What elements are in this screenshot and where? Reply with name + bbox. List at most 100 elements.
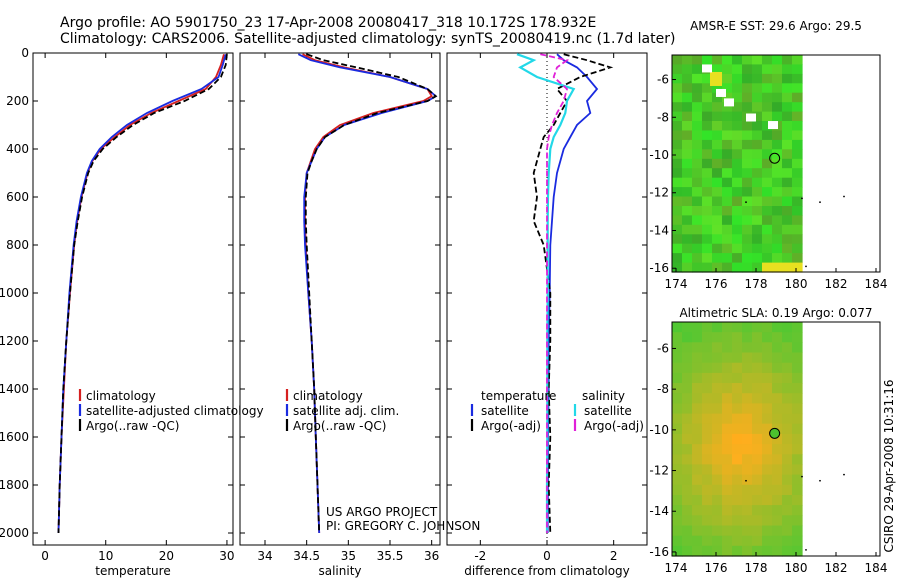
x-tick-label: 36 [424, 549, 439, 563]
heatmap-cell [722, 393, 733, 404]
heatmap-cell [732, 111, 743, 122]
y-tick-label: -6 [657, 341, 669, 355]
float-location-marker [769, 152, 781, 164]
heatmap-cell [692, 158, 703, 169]
heatmap-cell [742, 352, 753, 364]
heatmap-cell [722, 352, 733, 364]
heatmap-cell [762, 464, 773, 476]
series-line-argo--adj- [540, 53, 570, 533]
heatmap-cell [672, 55, 683, 65]
heatmap-cell [722, 83, 733, 94]
heatmap-cell [752, 83, 763, 94]
heatmap-cell [782, 474, 793, 486]
heatmap-cell [792, 196, 803, 207]
heatmap-cell [752, 187, 763, 198]
heatmap-cell [732, 73, 743, 84]
heatmap-cell [722, 545, 733, 557]
heatmap-cell [772, 433, 783, 445]
x-tick-label: 174 [665, 561, 688, 575]
heatmap-cell [722, 102, 733, 113]
heatmap-cell [762, 196, 773, 207]
heatmap-cell [792, 484, 803, 496]
map-frame [671, 54, 881, 273]
heatmap-cell [692, 454, 703, 466]
heatmap-cell [792, 372, 803, 384]
heatmap-cell [742, 102, 753, 113]
heatmap-cell [792, 158, 803, 169]
heatmap-cell [672, 322, 683, 333]
heatmap-cell [712, 383, 723, 394]
heatmap-cell [762, 535, 773, 547]
heatmap-cell [742, 383, 753, 394]
heatmap-cell [742, 243, 753, 254]
x-tick-label: 184 [865, 561, 888, 575]
heatmap-cell [672, 545, 683, 557]
heatmap-cell [762, 253, 773, 264]
heatmap-cell [702, 187, 713, 198]
legend-label: satellite-adjusted climatology [86, 404, 264, 418]
heatmap-cell [772, 474, 783, 486]
heatmap-cell [782, 322, 793, 333]
heatmap-cell [692, 322, 703, 333]
heatmap-cell [682, 322, 693, 333]
heatmap-cell [752, 177, 763, 188]
heatmap-cell [792, 168, 803, 179]
heatmap-cell [742, 92, 753, 103]
heatmap-cell [752, 484, 763, 496]
heatmap-cell [692, 545, 703, 557]
heatmap-cell [702, 372, 713, 384]
heatmap-cell [682, 92, 693, 103]
heatmap-cell [762, 454, 773, 466]
heatmap-cell [722, 464, 733, 476]
coastline-speck [819, 479, 821, 482]
heatmap-cell [712, 55, 723, 65]
figure-title-line2: Climatology: CARS2006. Satellite-adjuste… [60, 31, 675, 47]
legend-label: climatology [293, 389, 363, 403]
heatmap-cell [742, 474, 753, 486]
heatmap-cell [672, 139, 683, 150]
heatmap-cell [732, 474, 743, 486]
heatmap-cell [792, 322, 803, 333]
heatmap-cell [782, 505, 793, 516]
heatmap-cell [692, 262, 703, 273]
heatmap-cell [712, 393, 723, 404]
heatmap-cell [742, 535, 753, 547]
heatmap-cell [682, 215, 693, 226]
y-tick-label: 1400 [0, 382, 29, 396]
heatmap-cell [782, 215, 793, 226]
heatmap-cell [762, 130, 773, 141]
heatmap-cell [792, 224, 803, 235]
heatmap-cell [712, 352, 723, 364]
heatmap-cell [712, 177, 723, 188]
heatmap-cell [672, 64, 683, 75]
heatmap-cell [672, 187, 683, 198]
heatmap-cell [772, 505, 783, 516]
heatmap-cell [762, 102, 773, 113]
heatmap-cell [792, 149, 803, 160]
heatmap-cell [762, 73, 773, 84]
heatmap-cell [702, 505, 713, 516]
heatmap-cell [732, 342, 743, 354]
heatmap-cell [742, 413, 753, 425]
heatmap-cell [792, 206, 803, 216]
heatmap-cell [732, 64, 743, 75]
heatmap-cell [782, 83, 793, 94]
heatmap-cell [762, 362, 773, 374]
series-line-argo---raw--qc- [304, 53, 438, 534]
heatmap-cell [782, 102, 793, 113]
heatmap-cell [752, 196, 763, 207]
heatmap-cell [722, 234, 733, 245]
heatmap-cell [782, 413, 793, 425]
heatmap-cell [712, 413, 723, 425]
heatmap-cell [712, 342, 723, 354]
heatmap-cell [692, 505, 703, 516]
heatmap-cell [702, 234, 713, 245]
heatmap-cell [672, 168, 683, 179]
heatmap-cell [692, 139, 703, 150]
heatmap-cell [732, 515, 743, 527]
heatmap-cell [782, 454, 793, 466]
heatmap-cell [772, 187, 783, 198]
y-tick-label: 1200 [0, 334, 29, 348]
heatmap-cell [742, 515, 753, 527]
x-tick-label: 184 [865, 277, 888, 291]
